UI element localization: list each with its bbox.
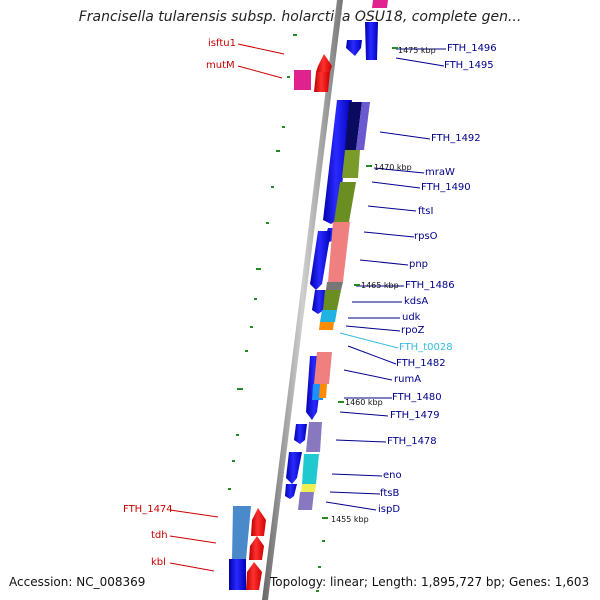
gene-label-eno[interactable]: eno: [383, 470, 402, 481]
gene-block: [365, 22, 378, 60]
gene-label-ispd[interactable]: ispD: [378, 504, 401, 515]
gene-block: [372, 0, 388, 8]
gene-block: [319, 384, 327, 398]
gene-block: [246, 562, 262, 590]
gene-block: [294, 70, 311, 90]
gene-block: [342, 150, 360, 178]
genome-backbone: [262, 0, 343, 600]
gene-label-fth-1480[interactable]: FTH_1480: [392, 392, 442, 403]
gene-label-fth-1479[interactable]: FTH_1479: [390, 410, 440, 421]
gene-label-kdsa[interactable]: kdsA: [404, 296, 429, 307]
minus-strand-genes: [229, 40, 362, 590]
gene-block: [286, 452, 302, 484]
accession-text: Accession: NC_008369: [9, 575, 146, 589]
gene-block: [314, 72, 330, 92]
gene-label-fth-1490[interactable]: FTH_1490: [421, 182, 471, 193]
scale-label-1470: 1470 kbp: [374, 163, 412, 172]
gene-label-ftsi[interactable]: ftsI: [418, 206, 434, 217]
gene-label-ruma[interactable]: rumA: [394, 374, 422, 385]
gene-block: [326, 282, 343, 290]
map-title: Francisella tularensis subsp. holarctica…: [78, 9, 522, 25]
gene-block: [298, 492, 314, 510]
genome-summary-text: Topology: linear; Length: 1,895,727 bp; …: [270, 575, 590, 589]
gene-block: [356, 102, 370, 150]
gene-block: [251, 508, 266, 536]
gene-block: [320, 310, 337, 322]
gene-block: [285, 484, 297, 499]
gene-block: [316, 54, 332, 72]
gene-label-rpoz[interactable]: rpoZ: [401, 325, 425, 336]
gene-label-tdh[interactable]: tdh: [151, 530, 168, 541]
scale-ticks: [322, 47, 398, 519]
gene-label-fth-t0028[interactable]: FTH_t0028: [399, 342, 453, 353]
gene-label-udk[interactable]: udk: [402, 312, 421, 323]
plus-strand-genes: [246, 0, 388, 590]
gene-label-kbl[interactable]: kbl: [151, 557, 166, 568]
gene-label-pnp[interactable]: pnp: [409, 259, 429, 270]
gene-label-fth-1482[interactable]: FTH_1482: [396, 358, 446, 369]
gene-label-mraw[interactable]: mraW: [425, 167, 455, 178]
gene-label-fth-1474[interactable]: FTH_1474: [123, 504, 173, 515]
gene-block: [345, 102, 362, 150]
gene-block: [314, 352, 332, 384]
gene-block: [306, 422, 322, 452]
gene-label-fth-1495[interactable]: FTH_1495: [444, 60, 494, 71]
gene-block: [319, 322, 334, 330]
gene-label-fth-1478[interactable]: FTH_1478: [387, 436, 437, 447]
gene-label-mutm[interactable]: mutM: [206, 60, 235, 71]
gene-block: [249, 536, 264, 560]
scale-label-1460: 1460 kbp: [345, 398, 383, 407]
gene-label-rpso[interactable]: rpsO: [414, 231, 438, 242]
scale-label-1465: 1465 kbp: [361, 281, 399, 290]
gene-label-fth-1486[interactable]: FTH_1486: [405, 280, 455, 291]
gene-block: [346, 40, 362, 56]
gene-block: [310, 231, 331, 290]
gene-block: [302, 454, 319, 484]
guide-dots: [228, 34, 325, 592]
gene-block: [301, 484, 316, 492]
gene-block: [232, 506, 251, 566]
gene-block: [334, 182, 356, 222]
gene-label-fth-1496[interactable]: FTH_1496: [447, 43, 497, 54]
gene-block: [294, 424, 307, 444]
gene-label-fth-1492[interactable]: FTH_1492: [431, 133, 481, 144]
gene-block: [229, 559, 246, 590]
leader-lines: [169, 43, 446, 572]
gene-block: [328, 222, 350, 282]
gene-label-ftsb[interactable]: ftsB: [380, 488, 400, 499]
gene-label-isftu1[interactable]: isftu1: [208, 38, 236, 49]
scale-label-1455: 1455 kbp: [331, 515, 369, 524]
gene-block: [323, 100, 352, 224]
gene-block: [323, 290, 341, 310]
scale-label-1475: 1475 kbp: [398, 46, 436, 55]
